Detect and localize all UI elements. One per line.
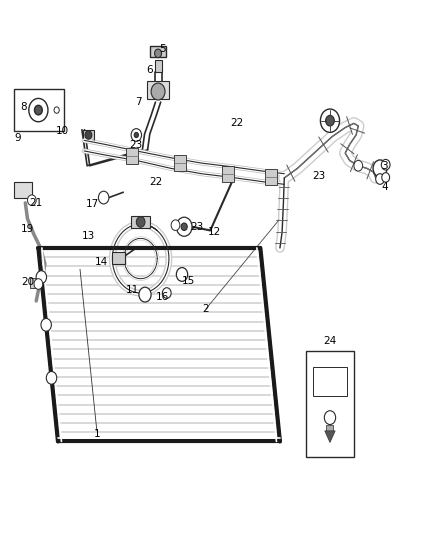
Circle shape xyxy=(321,109,339,132)
Bar xyxy=(14,182,32,198)
Bar xyxy=(222,166,234,182)
Text: 3: 3 xyxy=(381,161,388,171)
Circle shape xyxy=(151,83,165,100)
Text: 23: 23 xyxy=(191,222,204,232)
Text: 10: 10 xyxy=(56,126,69,136)
Text: 23: 23 xyxy=(130,140,143,150)
Bar xyxy=(30,278,39,288)
Bar xyxy=(326,424,333,431)
Circle shape xyxy=(131,128,141,141)
Circle shape xyxy=(54,107,59,114)
Circle shape xyxy=(171,220,180,230)
Text: 8: 8 xyxy=(21,102,27,112)
Text: 17: 17 xyxy=(86,199,99,209)
Bar xyxy=(126,148,138,164)
Circle shape xyxy=(99,191,109,204)
Circle shape xyxy=(28,195,36,206)
Text: 14: 14 xyxy=(95,257,108,267)
Circle shape xyxy=(155,49,162,58)
Text: 6: 6 xyxy=(146,66,153,75)
Circle shape xyxy=(41,318,51,331)
Polygon shape xyxy=(325,431,335,442)
Bar xyxy=(14,89,64,131)
Bar xyxy=(147,81,169,100)
Bar xyxy=(83,130,94,140)
Circle shape xyxy=(354,160,363,171)
Bar xyxy=(265,169,277,185)
Circle shape xyxy=(382,173,390,182)
Text: 12: 12 xyxy=(208,227,221,237)
Circle shape xyxy=(177,217,192,236)
Text: 24: 24 xyxy=(323,336,337,346)
Bar xyxy=(131,216,150,228)
Circle shape xyxy=(162,288,171,298)
Text: 22: 22 xyxy=(149,176,162,187)
Circle shape xyxy=(325,115,334,126)
Bar xyxy=(150,46,166,57)
Circle shape xyxy=(34,279,43,289)
Text: 21: 21 xyxy=(30,198,43,208)
Text: 13: 13 xyxy=(82,231,95,241)
Text: 11: 11 xyxy=(125,285,138,295)
Text: 1: 1 xyxy=(94,429,100,439)
Text: 5: 5 xyxy=(159,44,166,54)
Text: 15: 15 xyxy=(182,276,195,286)
Text: 19: 19 xyxy=(21,224,34,235)
Circle shape xyxy=(177,268,187,281)
Circle shape xyxy=(134,132,138,138)
Bar xyxy=(174,155,186,171)
Text: 9: 9 xyxy=(14,133,21,143)
Circle shape xyxy=(85,131,92,139)
Circle shape xyxy=(181,223,187,230)
Bar xyxy=(306,351,354,457)
Text: 7: 7 xyxy=(135,97,142,107)
Bar xyxy=(313,367,347,397)
Circle shape xyxy=(36,271,46,284)
Circle shape xyxy=(29,99,48,122)
Text: 20: 20 xyxy=(21,277,34,287)
Bar xyxy=(155,60,162,72)
Circle shape xyxy=(376,174,385,184)
Text: 4: 4 xyxy=(381,182,388,192)
Circle shape xyxy=(35,106,42,115)
Text: 23: 23 xyxy=(312,172,326,181)
Text: 22: 22 xyxy=(230,118,243,128)
Text: 2: 2 xyxy=(203,304,209,314)
Text: 16: 16 xyxy=(156,292,169,302)
Circle shape xyxy=(381,159,390,170)
Circle shape xyxy=(373,160,387,177)
Bar xyxy=(113,252,125,264)
Circle shape xyxy=(136,216,145,227)
Circle shape xyxy=(139,287,151,302)
Circle shape xyxy=(46,372,57,384)
Circle shape xyxy=(324,411,336,424)
